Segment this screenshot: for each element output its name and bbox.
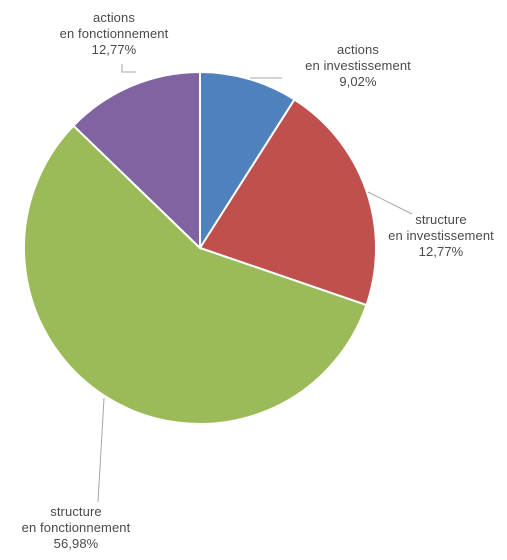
slice-name-label: en fonctionnement [22, 520, 131, 535]
slice-name-label: en investissement [305, 58, 411, 73]
slice-percent-label: 9,02% [339, 74, 377, 89]
slice-percent-label: 12,77% [92, 42, 137, 57]
slice-name-label: actions [93, 10, 135, 25]
slice-name-label: structure [415, 212, 466, 227]
pie-slice-1 [199, 98, 377, 307]
slice-name-label: actions [337, 42, 379, 57]
pie-slice-0 [199, 71, 296, 249]
slice-name-label: en fonctionnement [60, 26, 169, 41]
leader-line-3 [121, 64, 136, 73]
pie-slice-2 [23, 124, 368, 425]
leader-line-1 [367, 191, 413, 215]
slice-name-label: en investissement [388, 228, 494, 243]
pie-slice-3 [72, 71, 201, 249]
slice-name-label: structure [50, 504, 101, 519]
slice-percent-label: 56,98% [54, 536, 99, 551]
slice-percent-label: 12,77% [419, 244, 464, 259]
leader-lines [97, 64, 413, 503]
pie-slices [23, 71, 377, 425]
leader-line-2 [97, 397, 105, 503]
